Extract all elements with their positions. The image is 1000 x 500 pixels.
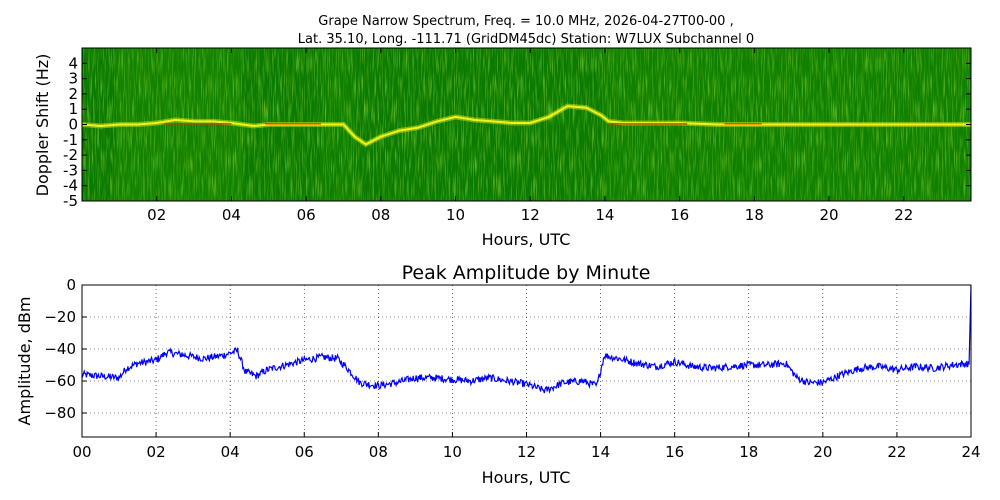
amplitude-chart: Peak Amplitude by Minute 00 02 04 06 08 10 12 1… xyxy=(15,262,981,487)
spectrogram-ytick-label: 4 xyxy=(68,54,78,72)
amplitude-xlabel: Hours, UTC xyxy=(482,468,571,487)
amplitude-ytick-label: −20 xyxy=(44,308,76,326)
amplitude-xtick-label: 10 xyxy=(443,443,462,461)
amplitude-xtick-label: 02 xyxy=(147,443,166,461)
amplitude-xtick-label: 16 xyxy=(665,443,684,461)
spectrogram-xtick-label: 22 xyxy=(894,206,913,224)
spectrogram-ytick-label: -2 xyxy=(63,146,78,164)
amplitude-title: Peak Amplitude by Minute xyxy=(402,262,651,284)
amplitude-xtick-label: 24 xyxy=(961,443,980,461)
spectrogram-title-line1: Grape Narrow Spectrum, Freq. = 10.0 MHz,… xyxy=(318,14,733,29)
spectrogram-ytick-label: 3 xyxy=(68,70,78,88)
amplitude-xtick-label: 14 xyxy=(591,443,610,461)
spectrogram-xtick-label: 20 xyxy=(820,206,839,224)
spectrogram-ytick-label: -5 xyxy=(63,192,78,210)
spectrogram-xtick-label: 04 xyxy=(222,206,241,224)
amplitude-xtick-label: 12 xyxy=(517,443,536,461)
amplitude-xtick-label: 00 xyxy=(72,443,91,461)
spectrogram-ylabel: Doppler Shift (Hz) xyxy=(33,54,52,197)
spectrogram-xtick-label: 08 xyxy=(371,206,390,224)
amplitude-axes: 00 02 04 06 08 10 12 14 16 18 20 22 24 0 −20 −40 −60 −80 xyxy=(44,276,980,461)
spectrogram-xtick-label: 18 xyxy=(745,206,764,224)
spectrogram-ytick-label: -3 xyxy=(63,161,78,179)
spectrogram-ytick-label: 1 xyxy=(68,100,78,118)
amplitude-xtick-label: 22 xyxy=(887,443,906,461)
spectrogram-xtick-label: 14 xyxy=(595,206,614,224)
amplitude-series-line xyxy=(82,285,971,395)
spectrogram-xtick-label: 12 xyxy=(521,206,540,224)
spectrogram-xtick-label: 16 xyxy=(670,206,689,224)
amplitude-ytick-label: 0 xyxy=(66,276,76,294)
spectrogram-xtick-label: 02 xyxy=(147,206,166,224)
spectrogram-title-line2: Lat. 35.10, Long. -111.71 (GridDM45dc) S… xyxy=(298,32,754,47)
amplitude-ylabel: Amplitude, dBm xyxy=(15,297,34,426)
spectrogram-chart: Grape Narrow Spectrum, Freq. = 10.0 MHz,… xyxy=(33,14,972,249)
spectrogram-xtick-label: 06 xyxy=(297,206,316,224)
spectrogram-plot-area xyxy=(82,48,971,201)
amplitude-ytick-label: −60 xyxy=(44,372,76,390)
spectrogram-ytick-label: -4 xyxy=(63,177,78,195)
spectrogram-ytick-label: 2 xyxy=(68,85,78,103)
spectrogram-xlabel: Hours, UTC xyxy=(482,230,571,249)
amplitude-xtick-label: 20 xyxy=(813,443,832,461)
spectrogram-ytick-label: -1 xyxy=(63,131,78,149)
amplitude-xtick-label: 06 xyxy=(295,443,314,461)
amplitude-xtick-label: 18 xyxy=(739,443,758,461)
doppler-trace xyxy=(82,105,971,146)
spectrogram-ytick-label: 0 xyxy=(68,116,78,134)
amplitude-ytick-label: −80 xyxy=(44,404,76,422)
amplitude-xtick-label: 08 xyxy=(369,443,388,461)
amplitude-ytick-label: −40 xyxy=(44,340,76,358)
amplitude-xtick-label: 04 xyxy=(221,443,240,461)
spectrogram-xtick-label: 10 xyxy=(446,206,465,224)
